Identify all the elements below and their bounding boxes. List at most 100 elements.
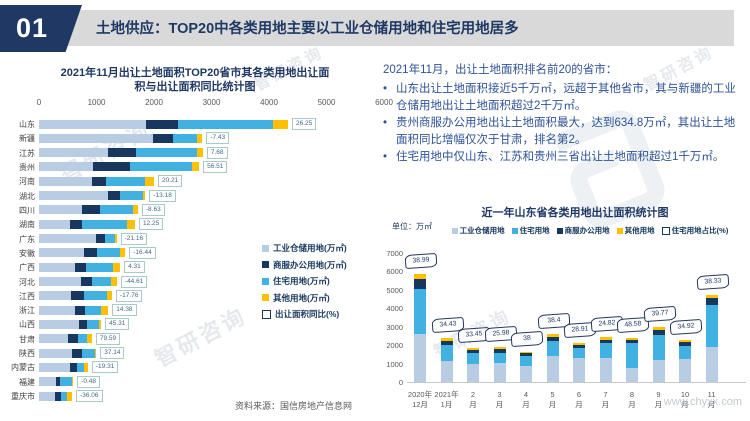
bar-segment-other bbox=[493, 346, 506, 350]
bar-segment-residential bbox=[85, 305, 102, 315]
bar-segment-residential bbox=[97, 248, 121, 258]
legend-swatch-icon bbox=[262, 244, 269, 252]
bar-segment-industrial bbox=[39, 133, 153, 143]
category-label: 山西 bbox=[19, 320, 35, 330]
bar-segment-other bbox=[143, 191, 146, 201]
yoy-value-label: 45.31 bbox=[105, 318, 130, 331]
bar-segment-residential bbox=[86, 262, 114, 272]
bar-segment-other bbox=[273, 119, 288, 129]
bar-segment-commercial bbox=[573, 345, 585, 348]
x-axis-label-line2: 月 bbox=[495, 400, 504, 409]
bar-segment-residential bbox=[493, 352, 506, 363]
legend-label: 其他用地(万㎡) bbox=[273, 292, 330, 303]
category-label: 山东 bbox=[19, 120, 35, 129]
yoy-value-label: -44.61 bbox=[120, 275, 148, 288]
category-label: 四川 bbox=[19, 205, 35, 215]
category-label: 新疆 bbox=[19, 134, 35, 144]
bar-segment-industrial bbox=[573, 358, 585, 382]
bar-segment-commercial bbox=[599, 339, 612, 343]
x-axis-label-line1: 5 bbox=[550, 390, 555, 399]
legend-label: 出让面积同比(%) bbox=[275, 309, 340, 319]
legend-swatch-icon bbox=[556, 227, 563, 234]
bar-segment-industrial bbox=[39, 191, 108, 201]
bar-segment-industrial bbox=[39, 305, 76, 315]
bar-segment-commercial bbox=[71, 291, 85, 301]
bar-segment-residential bbox=[136, 148, 198, 158]
bar-segment-residential bbox=[77, 334, 87, 344]
bar-segment-residential bbox=[573, 347, 585, 359]
bar-segment-commercial bbox=[80, 277, 92, 287]
bar-segment-other bbox=[113, 262, 121, 272]
bar-segment-other bbox=[546, 334, 559, 337]
x-axis-label-line2: 月 bbox=[548, 400, 557, 409]
bar-segment-industrial bbox=[39, 219, 71, 229]
yoy-value-label: -7.43 bbox=[206, 132, 230, 145]
bar-segment-commercial bbox=[679, 342, 691, 347]
legend-swatch-icon bbox=[262, 261, 269, 268]
bar-segment-residential bbox=[87, 319, 100, 329]
legend-label: 住宅用地占比(%) bbox=[671, 226, 729, 235]
bar-segment-residential bbox=[82, 348, 96, 358]
y-axis-tick: 6000 bbox=[386, 267, 403, 277]
x-axis-label-line1: 2021年 bbox=[434, 390, 459, 399]
data-source: 资料来源：国信房地产信息网 bbox=[235, 401, 353, 411]
legend-label: 工业仓储用地(万㎡) bbox=[273, 243, 347, 253]
bar-segment-commercial bbox=[440, 340, 453, 346]
x-axis-label-line2: 12月 bbox=[412, 400, 428, 409]
bar-segment-residential bbox=[178, 119, 274, 129]
bar-segment-residential bbox=[120, 191, 144, 201]
bar-segment-industrial bbox=[39, 362, 71, 372]
bar-segment-residential bbox=[105, 176, 145, 186]
yoy-value-label: 14.38 bbox=[112, 304, 137, 317]
category-label: 河北 bbox=[19, 277, 35, 287]
x-axis-label-line1: 9 bbox=[656, 390, 661, 399]
bar-segment-other bbox=[95, 348, 97, 358]
bar-segment-other bbox=[467, 348, 479, 351]
bar-segment-other bbox=[520, 351, 532, 354]
bar-segment-residential bbox=[520, 356, 532, 367]
yoy-value-label: -0.48 bbox=[77, 375, 101, 388]
x-axis-label-line2: 月 bbox=[575, 400, 583, 409]
bar-segment-industrial bbox=[546, 356, 559, 382]
bar-segment-residential bbox=[599, 342, 612, 359]
bar-segment-other bbox=[414, 273, 426, 279]
bar-segment-other bbox=[197, 148, 203, 158]
ratio-flag-label: 39.77 bbox=[643, 305, 676, 322]
bar-segment-commercial bbox=[652, 329, 665, 335]
notes-list: • 山东出让土地面积接近5千万㎡，远超于其他省市，其与新疆的工业仓储用地出让土地面… bbox=[383, 81, 745, 166]
yoy-value-label: -36.06 bbox=[76, 390, 103, 403]
bar-segment-industrial bbox=[39, 119, 146, 129]
bar-segment-industrial bbox=[39, 377, 57, 387]
legend-label: 商服办公用地(万㎡) bbox=[273, 259, 347, 270]
bar-segment-other bbox=[573, 343, 585, 346]
y-axis-tick: 3000 bbox=[386, 322, 403, 332]
left-chart-title-line2: 积与出让面积同比统计图 bbox=[134, 81, 256, 93]
bar-segment-residential bbox=[172, 133, 198, 143]
x-axis-label-line2: 月 bbox=[601, 400, 610, 409]
left-legend-item: 商服办公用地(万㎡) bbox=[262, 259, 347, 271]
bar-segment-other bbox=[652, 326, 665, 330]
x-axis-tick: 3000 bbox=[202, 98, 221, 107]
bar-segment-other bbox=[197, 133, 203, 143]
x-axis-label-line1: 4 bbox=[523, 390, 529, 399]
yoy-value-label: 37.14 bbox=[100, 347, 125, 360]
left-legend-item: 其他用地(万㎡) bbox=[262, 292, 330, 304]
bar-segment-commercial bbox=[493, 349, 506, 353]
bar-segment-industrial bbox=[599, 358, 612, 382]
unit-label: 单位：万㎡ bbox=[392, 222, 432, 231]
ratio-flag-label: 38.33 bbox=[696, 273, 729, 290]
x-axis-label-line2: 月 bbox=[628, 400, 636, 409]
category-label: 江苏 bbox=[19, 148, 35, 158]
bar-segment-residential bbox=[91, 277, 111, 287]
bar-segment-commercial bbox=[56, 377, 61, 387]
y-axis-tick: 1000 bbox=[386, 359, 403, 369]
note-text: 山东出让土地面积接近5千万㎡，远超于其他省市，其与新疆的工业仓储用地出让土地面积… bbox=[396, 83, 736, 112]
bar-segment-commercial bbox=[55, 391, 62, 401]
x-axis-label-line2: 月 bbox=[707, 400, 716, 409]
bullet-icon: • bbox=[383, 83, 388, 95]
bar-segment-commercial bbox=[75, 262, 87, 272]
legend-swatch-icon bbox=[262, 294, 269, 301]
ratio-flag-label: 38.99 bbox=[404, 252, 438, 269]
bar-segment-industrial bbox=[39, 391, 56, 401]
